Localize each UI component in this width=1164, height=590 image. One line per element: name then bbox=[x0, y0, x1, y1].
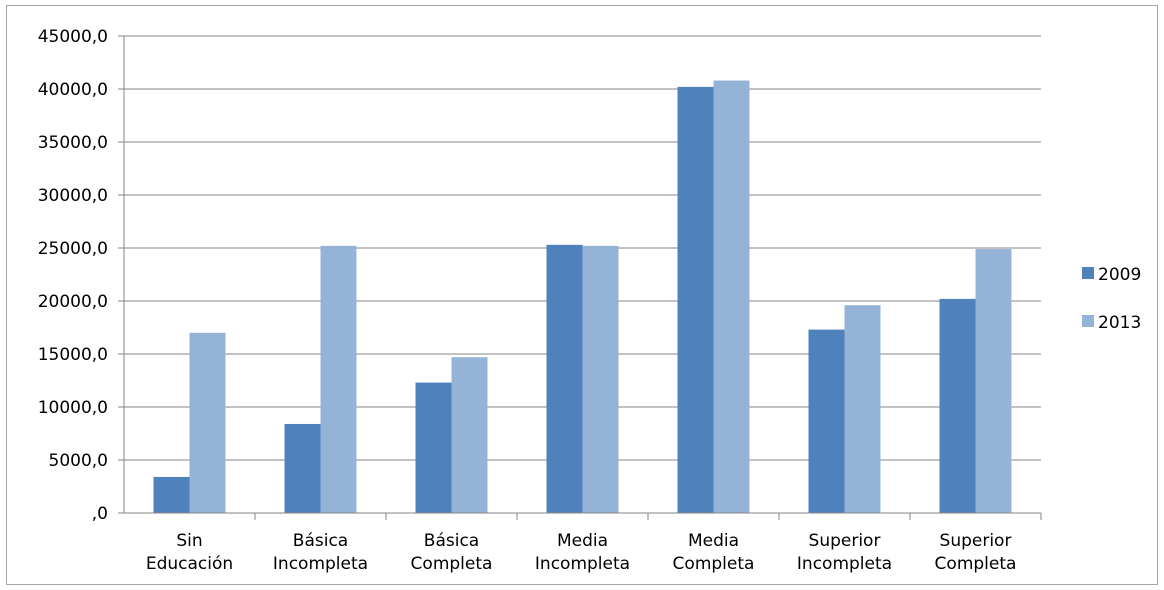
bar-2013-1 bbox=[320, 245, 357, 513]
y-tick-label: 40000,0 bbox=[38, 80, 108, 100]
bar-2013-3 bbox=[582, 245, 619, 513]
bar-2009-3 bbox=[546, 244, 583, 513]
bar-2009-5 bbox=[808, 329, 845, 513]
x-category-label: Incompleta bbox=[273, 554, 368, 574]
legend-swatch-2009 bbox=[1082, 267, 1094, 279]
legend-label-2013: 2013 bbox=[1098, 313, 1141, 333]
bar-2009-0 bbox=[153, 476, 190, 513]
x-category-label: Completa bbox=[935, 554, 1017, 574]
bar-2013-2 bbox=[451, 357, 488, 513]
y-tick-label: 35000,0 bbox=[38, 133, 108, 153]
y-tick-label: 45000,0 bbox=[38, 27, 108, 47]
y-axis-ticks: ,0 5000,0 10000,0 15000,0 20000,0 25000,0 3000… bbox=[38, 27, 108, 524]
y-tick-label: 10000,0 bbox=[38, 398, 108, 418]
x-category-label: Básica bbox=[424, 531, 479, 551]
legend-swatch-2013 bbox=[1082, 315, 1094, 327]
x-category-label: Básica bbox=[293, 531, 348, 551]
bar-2013-4 bbox=[713, 80, 750, 514]
x-axis-categories: Sin Educación Básica Incompleta Básica Comple… bbox=[146, 531, 1017, 574]
x-category-label: Media bbox=[557, 531, 608, 551]
y-tick-label: 15000,0 bbox=[38, 345, 108, 365]
y-tick-label: 20000,0 bbox=[38, 292, 108, 312]
x-category-label: Incompleta bbox=[797, 554, 892, 574]
x-category-label: Completa bbox=[673, 554, 755, 574]
y-tick-label: 5000,0 bbox=[49, 451, 108, 471]
x-category-label: Educación bbox=[146, 554, 233, 574]
bar-2013-5 bbox=[844, 305, 881, 513]
x-category-label: Sin bbox=[176, 531, 202, 551]
bar-2013-0 bbox=[189, 332, 226, 513]
y-tick-label: ,0 bbox=[92, 504, 108, 524]
legend: 2009 2013 bbox=[1082, 265, 1141, 333]
bar-2009-4 bbox=[677, 86, 714, 513]
bar-2009-6 bbox=[939, 298, 976, 513]
y-tick-label: 25000,0 bbox=[38, 239, 108, 259]
x-category-label: Superior bbox=[809, 531, 881, 551]
y-tick-label: 30000,0 bbox=[38, 186, 108, 206]
legend-label-2009: 2009 bbox=[1098, 265, 1141, 285]
gridlines bbox=[124, 35, 1041, 461]
x-category-label: Incompleta bbox=[535, 554, 630, 574]
x-category-label: Completa bbox=[411, 554, 493, 574]
x-category-label: Media bbox=[688, 531, 739, 551]
bar-2009-1 bbox=[284, 423, 321, 513]
axes bbox=[118, 35, 1042, 520]
bars bbox=[153, 80, 1012, 514]
x-category-label: Superior bbox=[940, 531, 1012, 551]
bar-2013-6 bbox=[975, 249, 1012, 513]
bar-2009-2 bbox=[415, 382, 452, 513]
